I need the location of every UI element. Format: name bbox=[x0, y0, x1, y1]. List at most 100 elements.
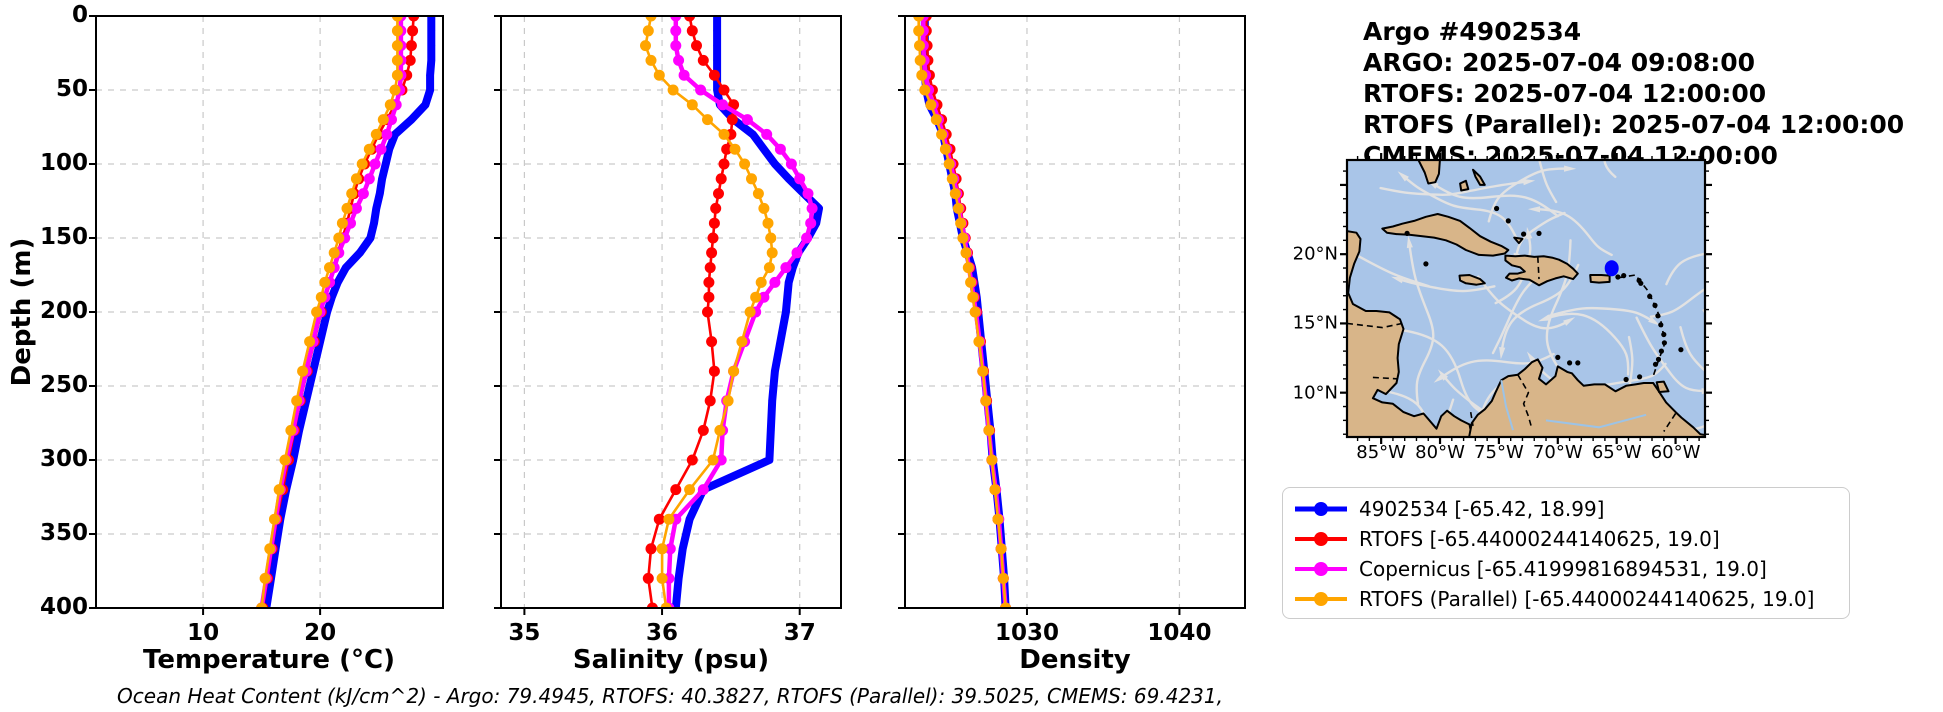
streamline-arrow bbox=[1591, 464, 1597, 476]
dashed-border bbox=[1517, 374, 1533, 429]
landmass-florida bbox=[1417, 160, 1441, 185]
series-marker bbox=[914, 40, 925, 52]
depth-tick-label: 50 bbox=[55, 75, 88, 102]
series-marker bbox=[914, 54, 926, 66]
series-marker bbox=[259, 572, 271, 584]
dashed-border bbox=[1372, 376, 1397, 380]
streamline bbox=[1379, 180, 1530, 196]
depth-tick-label: 350 bbox=[39, 519, 88, 546]
salinity-axis-label: Salinity (psu) bbox=[572, 645, 770, 675]
x-tick-label: 36 bbox=[646, 620, 679, 646]
series-marker bbox=[782, 308, 790, 316]
series-marker bbox=[713, 188, 724, 200]
legend-label: 4902534 [-65.42, 18.99] bbox=[1359, 497, 1605, 521]
subplot-1 bbox=[494, 15, 842, 615]
streamline bbox=[1514, 211, 1566, 260]
series-marker bbox=[916, 69, 928, 81]
depth-tick-label: 0 bbox=[71, 1, 88, 28]
small-island bbox=[1575, 360, 1581, 366]
series-marker bbox=[333, 232, 345, 244]
landmass-bahamas-andros bbox=[1459, 179, 1470, 192]
series-marker bbox=[285, 424, 297, 436]
streamline bbox=[1407, 241, 1435, 406]
series-marker bbox=[291, 395, 303, 407]
float-position-marker bbox=[1604, 260, 1619, 277]
series-marker bbox=[715, 454, 727, 466]
series-marker bbox=[722, 395, 734, 407]
dashed-border bbox=[1618, 274, 1666, 377]
series-marker bbox=[427, 41, 436, 50]
series-marker bbox=[684, 484, 696, 496]
series-marker bbox=[703, 276, 715, 288]
series-marker bbox=[311, 306, 323, 318]
series-marker bbox=[341, 202, 353, 214]
series-marker bbox=[780, 262, 792, 274]
series-marker bbox=[802, 188, 814, 200]
series-marker bbox=[776, 337, 785, 346]
series-marker bbox=[356, 158, 368, 170]
legend-marker-icon bbox=[1295, 502, 1347, 516]
landmass-cuba bbox=[1381, 213, 1510, 257]
series-marker bbox=[771, 367, 779, 376]
x-tick-label: 35 bbox=[508, 620, 541, 646]
landmass-bahamas-eleuthera bbox=[1472, 168, 1486, 186]
streamline bbox=[1396, 277, 1496, 293]
series-marker bbox=[391, 69, 403, 81]
series-marker bbox=[704, 262, 716, 274]
series-marker bbox=[363, 143, 375, 155]
series-marker bbox=[717, 99, 729, 111]
series-marker bbox=[391, 25, 403, 37]
map-lon-label: 75°W bbox=[1474, 442, 1524, 463]
series-marker bbox=[645, 54, 657, 66]
series-marker bbox=[686, 454, 698, 466]
series-marker bbox=[670, 16, 682, 22]
legend-item: Copernicus [-65.41999816894531, 19.0] bbox=[1293, 554, 1839, 584]
legend-marker-icon bbox=[1295, 592, 1347, 606]
series-marker bbox=[783, 293, 792, 302]
series-marker bbox=[784, 175, 793, 183]
series-marker bbox=[691, 40, 702, 52]
series-marker bbox=[755, 276, 767, 288]
series-marker bbox=[986, 454, 998, 466]
small-island bbox=[1494, 205, 1500, 212]
streamline-arrow bbox=[1522, 179, 1536, 186]
series-marker bbox=[427, 56, 436, 65]
series-marker bbox=[962, 262, 974, 274]
map-lon-label: 70°W bbox=[1532, 442, 1583, 463]
series-marker bbox=[389, 84, 401, 96]
series-marker bbox=[640, 40, 651, 52]
series-marker bbox=[707, 454, 719, 466]
series-marker bbox=[697, 424, 709, 436]
series-marker bbox=[664, 543, 676, 555]
series-marker bbox=[279, 454, 291, 466]
small-island bbox=[1536, 230, 1542, 236]
series-marker bbox=[992, 513, 1004, 525]
series-marker bbox=[264, 543, 276, 555]
series-marker bbox=[656, 572, 668, 584]
small-island bbox=[1505, 218, 1511, 224]
series-marker bbox=[713, 56, 721, 65]
series-marker bbox=[315, 291, 327, 303]
landmass-hispaniola bbox=[1504, 254, 1579, 287]
streamline bbox=[1603, 160, 1617, 179]
series-marker bbox=[949, 188, 961, 200]
rtofs-timestamp: RTOFS: 2025-07-04 12:00:00 bbox=[1363, 79, 1767, 108]
density-axis-label: Density bbox=[1019, 645, 1131, 675]
series-marker bbox=[376, 189, 384, 198]
series-marker bbox=[768, 397, 776, 405]
series-marker bbox=[350, 173, 362, 185]
series-marker bbox=[381, 160, 390, 168]
series-marker bbox=[391, 130, 399, 139]
depth-tick-label: 200 bbox=[39, 297, 88, 324]
series-marker bbox=[765, 232, 777, 244]
legend-item: 4902534 [-65.42, 18.99] bbox=[1293, 494, 1839, 524]
series-marker bbox=[758, 291, 770, 303]
series-marker bbox=[678, 545, 687, 553]
series-marker bbox=[805, 217, 817, 229]
series-marker bbox=[304, 336, 316, 348]
series-marker bbox=[378, 175, 386, 183]
streamline bbox=[1476, 372, 1523, 437]
series-marker bbox=[391, 40, 403, 52]
series-marker bbox=[997, 572, 1009, 584]
series-marker bbox=[297, 365, 309, 377]
